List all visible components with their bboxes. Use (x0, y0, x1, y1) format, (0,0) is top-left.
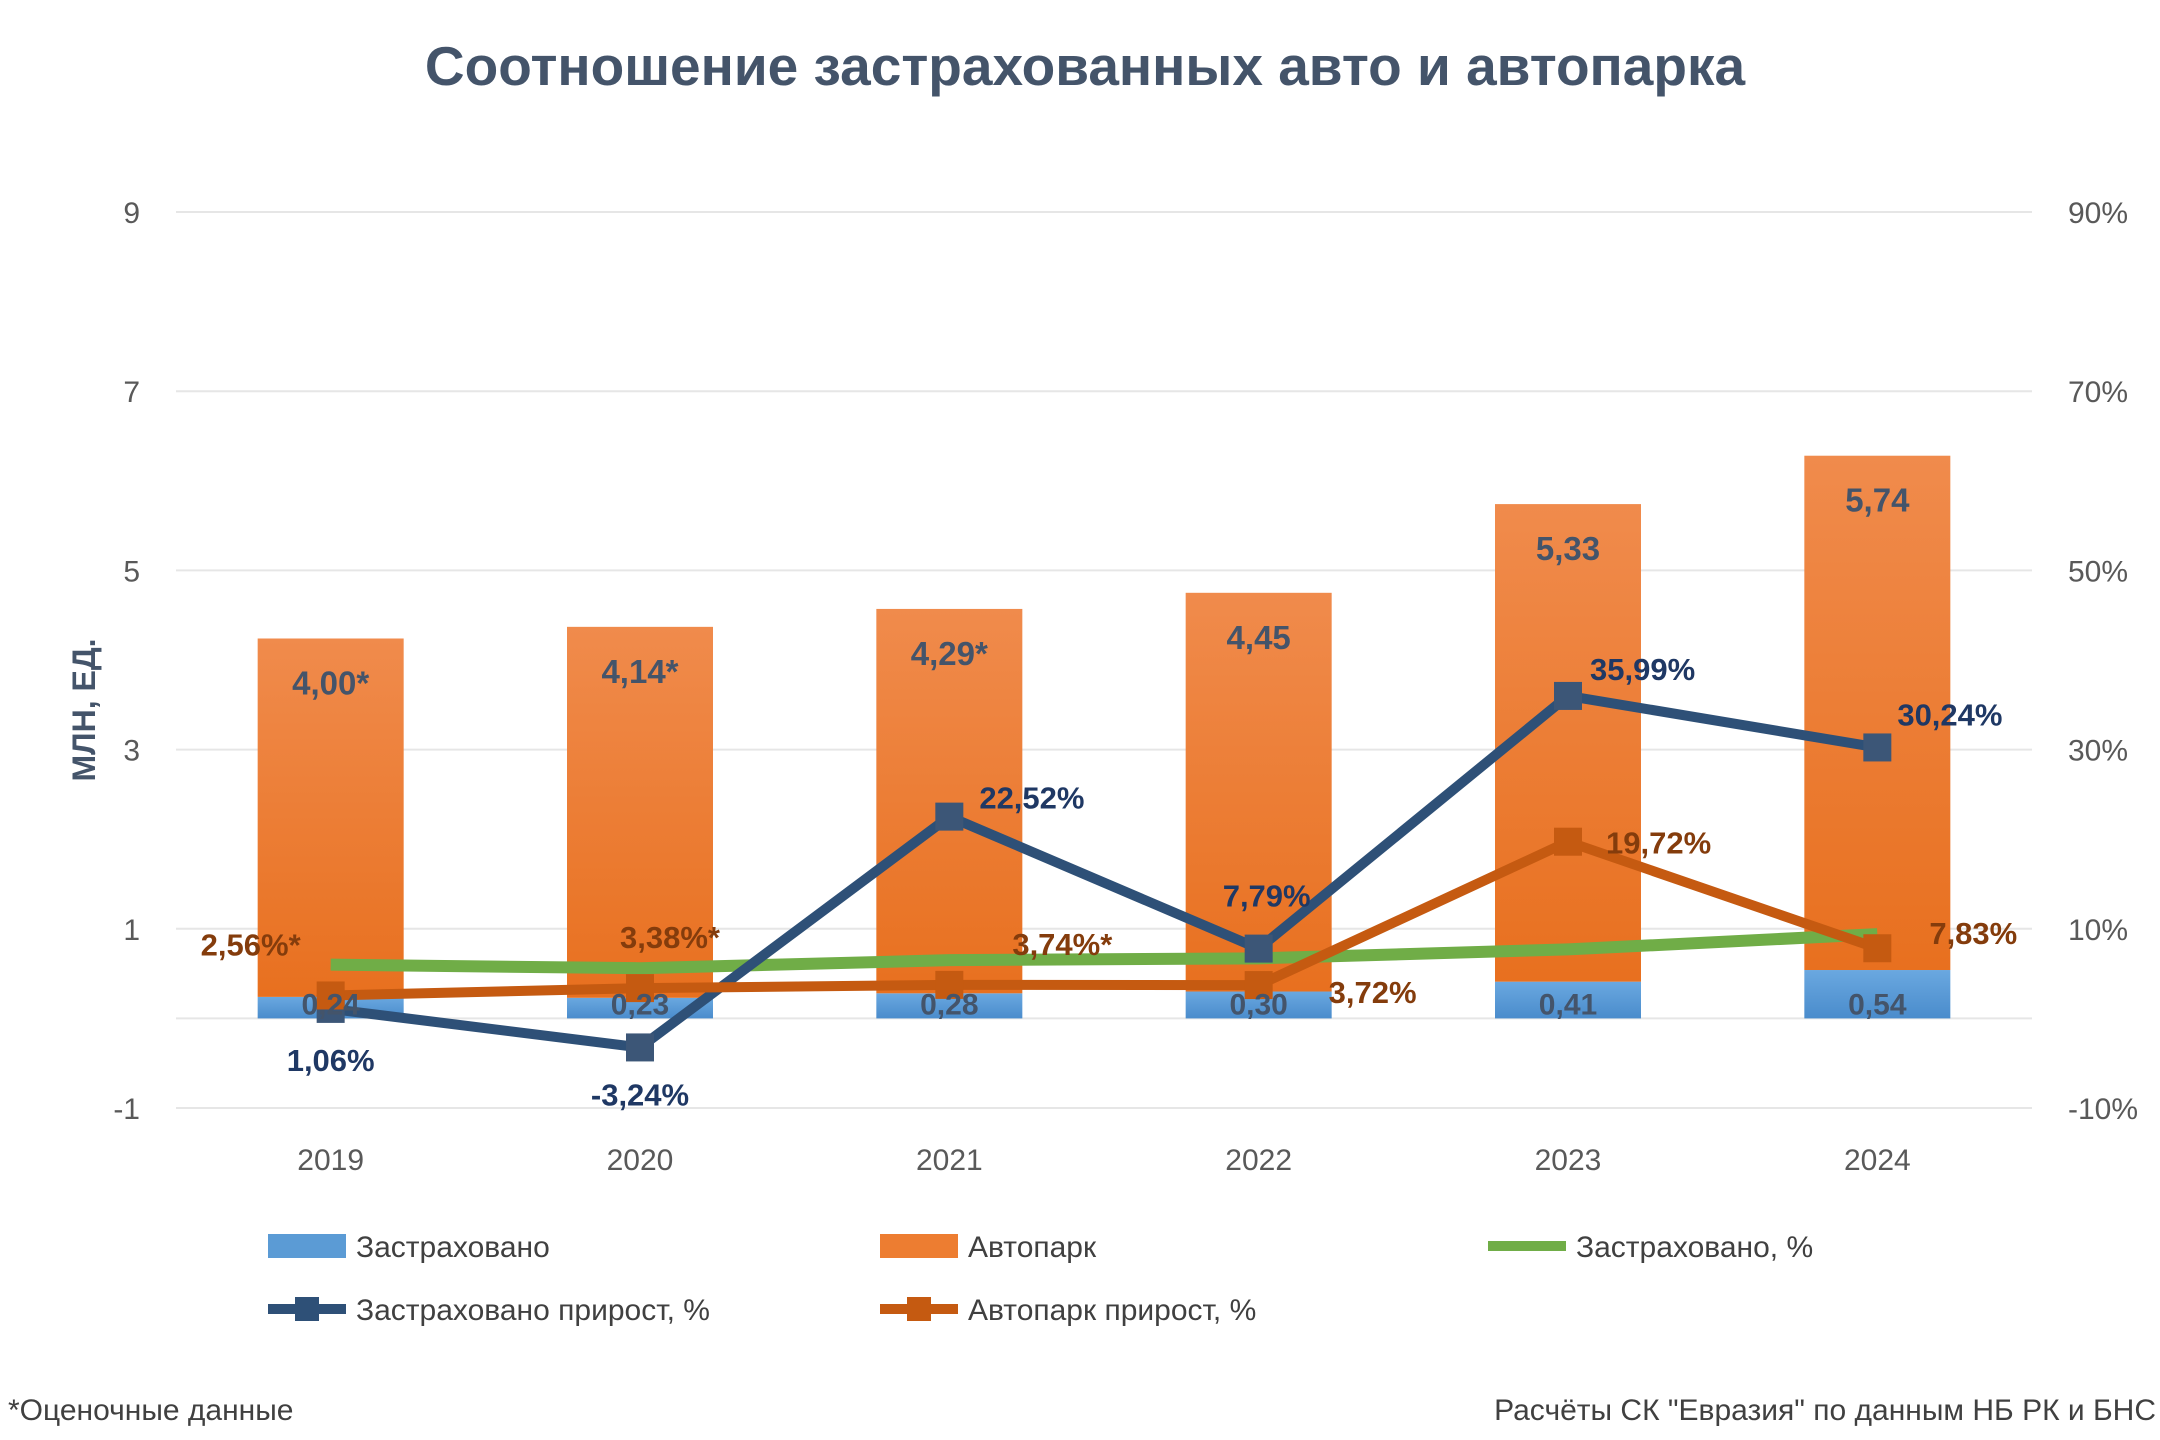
growth-label-insured: 35,99% (1590, 652, 1695, 687)
growth-label-insured: -3,24% (591, 1077, 689, 1112)
x-tick-label: 2019 (297, 1144, 364, 1177)
bar-autopark (876, 608, 1023, 994)
x-tick-label: 2022 (1225, 1144, 1292, 1177)
bar-label-insured: 0,23 (611, 988, 669, 1021)
marker (1554, 681, 1582, 710)
marker (1554, 827, 1582, 856)
marker (1863, 934, 1892, 963)
y2-tick-label: 70% (2068, 376, 2128, 409)
y-tick-label: 1 (123, 914, 140, 947)
bar-label-insured: 0,54 (1848, 988, 1907, 1021)
legend-marker (295, 1297, 319, 1321)
y-tick-label: 7 (123, 376, 140, 409)
y-axis-left: 9 7 5 3 1 -1 (113, 197, 140, 1126)
growth-label-insured: 30,24% (1897, 697, 2002, 732)
legend-label: Застраховано, % (1576, 1231, 1813, 1264)
x-tick-label: 2024 (1844, 1144, 1911, 1177)
bar-label-insured: 0,24 (301, 988, 360, 1021)
bar-label-autopark: 4,45 (1227, 619, 1291, 656)
y-axis-right: 90% 70% 50% 30% 10% -10% (2068, 197, 2138, 1126)
growth-label-autopark: 3,72% (1329, 975, 1417, 1010)
data-labels: 0,24 4,00* 0,23 4,14* 0,28 4,29* 0,30 4,45 0,41 5… (201, 482, 2018, 1113)
y-tick-label: 5 (123, 555, 140, 588)
bar-label-insured: 0,41 (1539, 988, 1597, 1021)
line-autopark-growth (330, 836, 1879, 1001)
growth-label-autopark: 3,38%* (620, 920, 721, 955)
bar-insured (1804, 970, 1951, 1019)
marker (1863, 733, 1892, 762)
bar-label-autopark: 4,14* (601, 653, 678, 690)
growth-label-insured: 7,79% (1223, 879, 1311, 914)
bar-label-insured: 0,30 (1229, 988, 1287, 1021)
growth-label-insured: 22,52% (979, 781, 1084, 816)
growth-label-autopark: 2,56%* (201, 927, 302, 962)
growth-label-autopark: 7,83% (1929, 916, 2017, 951)
growth-label-autopark: 3,74%* (1012, 927, 1113, 962)
footnote-left: *Оценочные данные (8, 1394, 293, 1427)
y-tick-label: 3 (123, 735, 140, 768)
lines (316, 681, 1892, 1062)
legend-marker (907, 1297, 931, 1321)
y-tick-label: -1 (113, 1093, 140, 1126)
legend: Застраховано Автопарк Застраховано, % Застр… (268, 1231, 1813, 1327)
marker (935, 970, 964, 999)
bar-label-autopark: 5,33 (1536, 530, 1600, 567)
marker (1244, 934, 1273, 963)
marker (626, 1033, 654, 1062)
legend-swatch (268, 1234, 346, 1258)
y2-tick-label: 50% (2068, 555, 2128, 588)
marker (316, 981, 345, 1010)
bar-autopark (257, 638, 404, 997)
bar-autopark (1495, 504, 1641, 982)
marker (935, 802, 964, 831)
legend-label: Застраховано прирост, % (356, 1294, 710, 1327)
legend-label: Автопарк прирост, % (968, 1294, 1256, 1327)
y2-tick-label: 10% (2068, 914, 2128, 947)
footnote-right: Расчёты СК "Евразия" по данным НБ РК и Б… (1494, 1394, 2156, 1427)
growth-label-autopark: 19,72% (1606, 826, 1711, 861)
chart-title: Соотношение застрахованных авто и автопа… (425, 35, 1746, 97)
bar-label-autopark: 4,00* (292, 664, 369, 701)
x-tick-label: 2020 (607, 1144, 674, 1177)
line-insured-share (330, 928, 1878, 975)
x-tick-label: 2023 (1535, 1144, 1602, 1177)
y-tick-label: 9 (123, 197, 140, 230)
legend-label: Автопарк (968, 1231, 1097, 1264)
y2-tick-label: 30% (2068, 735, 2128, 768)
marker (626, 974, 654, 1003)
bar-label-autopark: 5,74 (1845, 482, 1910, 519)
x-tick-label: 2021 (916, 1144, 983, 1177)
bars (257, 455, 1951, 1019)
bar-autopark (567, 626, 713, 998)
y2-tick-label: -10% (2068, 1093, 2138, 1126)
y2-tick-label: 90% (2068, 197, 2128, 230)
marker (1244, 971, 1273, 1000)
gridlines (176, 211, 2032, 1109)
legend-swatch (880, 1234, 958, 1258)
bar-label-autopark: 4,29* (911, 635, 988, 672)
bar-autopark (1804, 455, 1951, 971)
bar-label-insured: 0,28 (920, 988, 978, 1021)
legend-label: Застраховано (356, 1231, 550, 1264)
y-axis-label: МЛН, ЕД. (66, 638, 102, 781)
line-insured-growth (330, 690, 1879, 1053)
growth-label-insured: 1,06% (287, 1043, 375, 1078)
x-axis: 2019 2020 2021 2022 2023 2024 (297, 1144, 1910, 1177)
bar-insured (1495, 981, 1641, 1019)
bar-insured (567, 997, 713, 1019)
